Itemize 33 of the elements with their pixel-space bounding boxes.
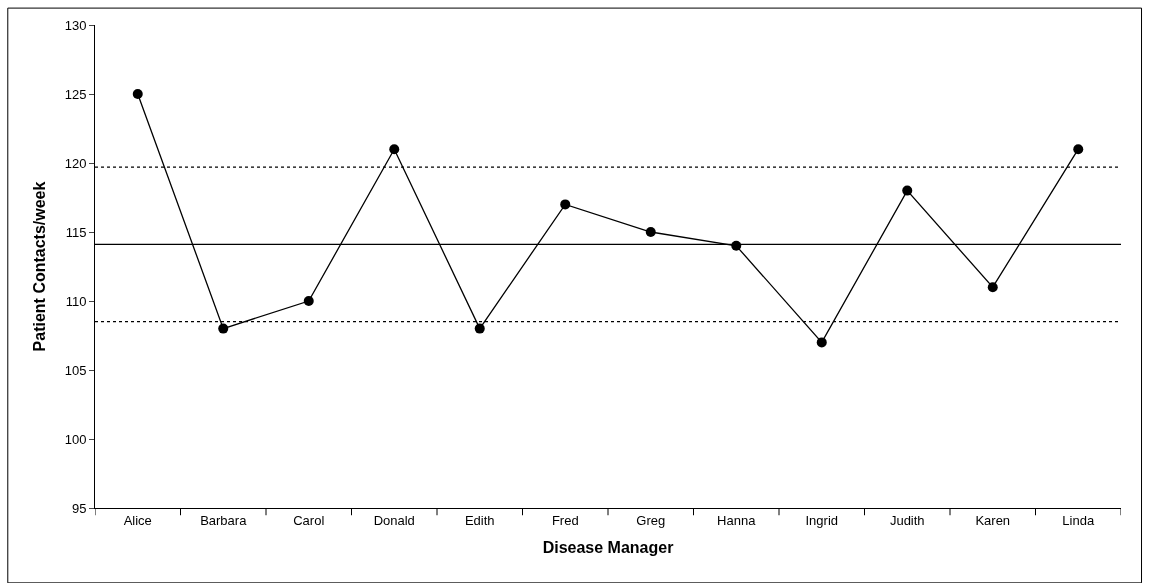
point <box>987 282 998 293</box>
point <box>218 323 229 334</box>
y-tick-label: 120 <box>64 155 87 171</box>
point <box>474 323 485 334</box>
x-tick-label: Alice <box>123 512 152 528</box>
x-axis-title: Disease Manager <box>542 539 674 557</box>
x-tick-label: Karen <box>975 512 1011 528</box>
point <box>1073 144 1084 155</box>
x-tick-label: Hanna <box>717 512 757 528</box>
x-tick-label: Donald <box>373 512 415 528</box>
y-tick-label: 110 <box>65 293 87 309</box>
y-tick-label: 105 <box>64 362 87 378</box>
point <box>389 144 400 155</box>
x-tick-label: Barbara <box>200 512 248 528</box>
y-tick-label: 100 <box>64 431 87 447</box>
x-tick-label: Ingrid <box>805 512 839 528</box>
y-tick-label: 125 <box>64 86 87 102</box>
point <box>816 337 827 348</box>
x-tick-label: Fred <box>551 512 579 528</box>
x-tick-label: Greg <box>636 512 666 528</box>
y-tick-label: 95 <box>71 500 87 516</box>
y-tick-label: 115 <box>65 224 87 240</box>
point <box>303 296 314 306</box>
point <box>902 185 913 196</box>
y-tick-label: 130 <box>64 17 87 33</box>
x-tick-label: Edith <box>464 512 495 528</box>
point <box>560 199 571 210</box>
x-tick-label: Judith <box>889 512 925 528</box>
point <box>645 227 656 237</box>
y-axis-title: Patient Contacts/week <box>30 181 48 352</box>
x-tick-label: Carol <box>293 512 325 528</box>
x-tick-label: Linda <box>1062 512 1095 528</box>
point <box>132 89 143 99</box>
